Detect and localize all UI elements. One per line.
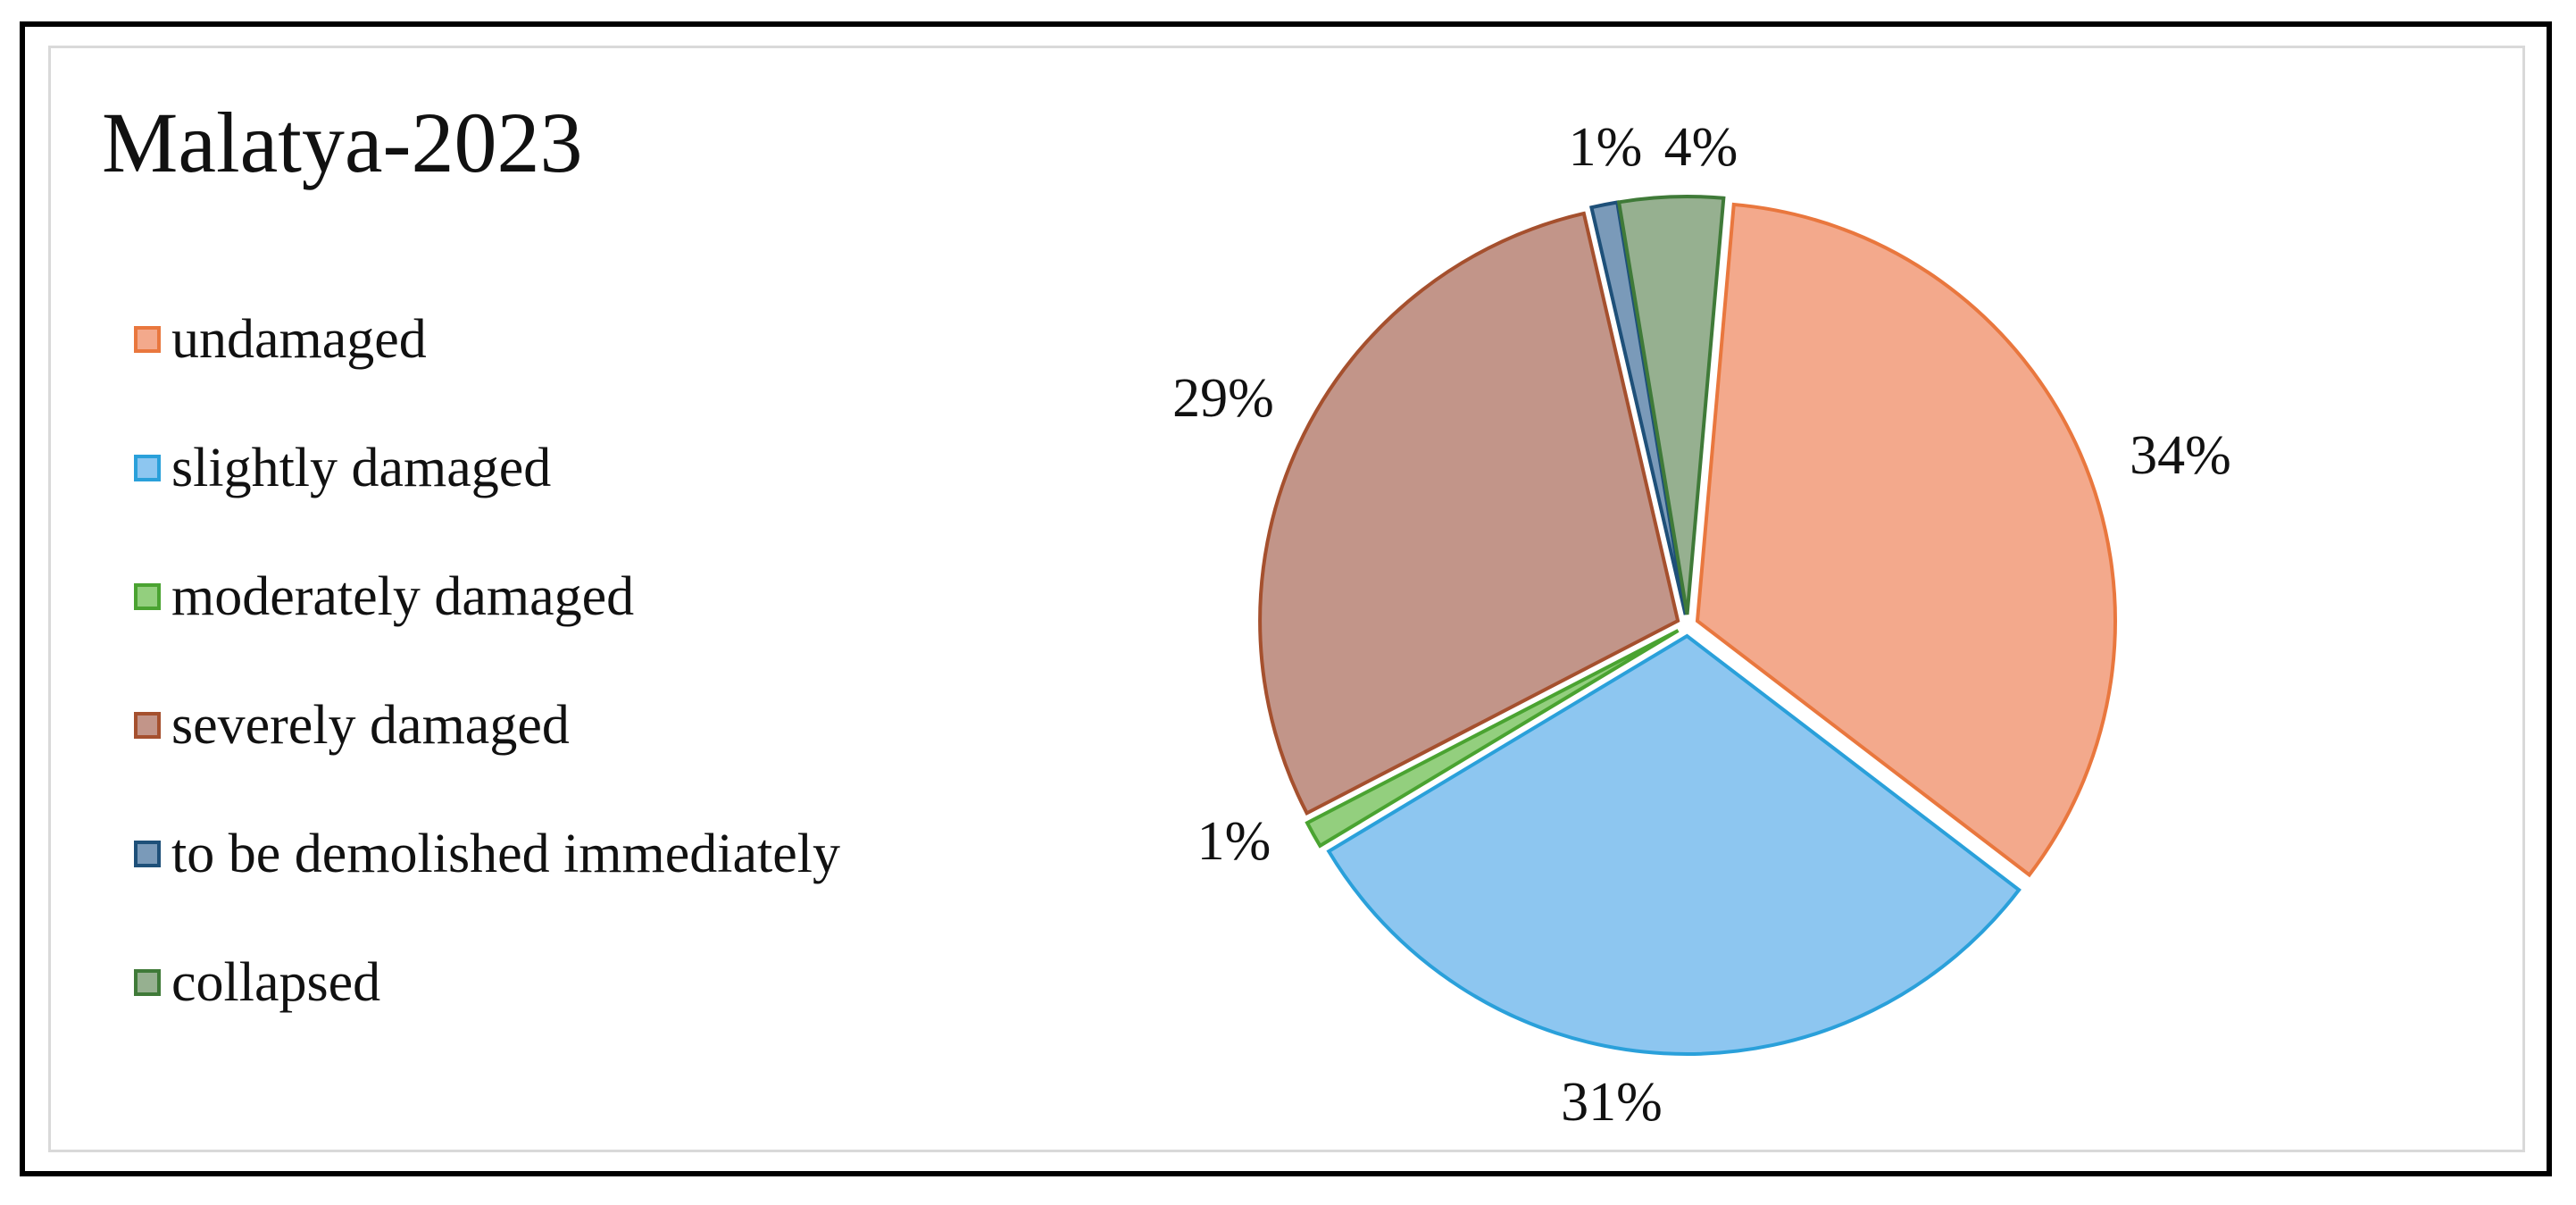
legend-swatch-slightly-damaged	[134, 455, 161, 481]
legend-label-moderately-damaged: moderately damaged	[171, 566, 635, 627]
pie-slice-moderately-damaged	[1305, 629, 1680, 849]
legend-item-collapsed: collapsed	[134, 947, 380, 1018]
legend-item-severely-damaged: severely damaged	[134, 690, 570, 761]
pie-data-labels: 34% 31% 1% 29% 1% 4%	[1172, 117, 2231, 1133]
legend-item-undamaged: undamaged	[134, 304, 427, 375]
legend-swatch-undamaged	[134, 326, 161, 353]
chart-title: Malatya-2023	[102, 95, 583, 190]
legend-label-severely-damaged: severely damaged	[171, 695, 570, 756]
data-label-moderately-damaged: 1%	[1197, 811, 1271, 872]
legend-swatch-to-be-demolished	[134, 841, 161, 867]
legend-swatch-severely-damaged	[134, 712, 161, 739]
pie-slice-undamaged	[1695, 202, 2117, 878]
data-label-slightly-damaged: 31%	[1561, 1072, 1663, 1133]
data-label-undamaged: 34%	[2130, 425, 2231, 486]
pie-slice-severely-damaged	[1258, 211, 1680, 816]
legend-swatch-moderately-damaged	[134, 583, 161, 610]
data-label-severely-damaged: 29%	[1172, 368, 1274, 429]
legend-item-moderately-damaged: moderately damaged	[134, 561, 634, 632]
chart-area-frame	[48, 46, 2525, 1152]
legend-item-slightly-damaged: slightly damaged	[134, 432, 551, 504]
pie-slice-slightly-damaged	[1326, 633, 2022, 1056]
data-label-to-be-demolished-immediately: 1%	[1569, 117, 1643, 178]
legend-swatch-collapsed	[134, 969, 161, 996]
pie-slice-collapsed	[1616, 195, 1726, 615]
legend-label-collapsed: collapsed	[171, 952, 381, 1013]
legend-item-to-be-demolished: to be demolished immediately	[134, 818, 840, 890]
legend-label-undamaged: undamaged	[171, 309, 427, 370]
legend-label-slightly-damaged: slightly damaged	[171, 438, 552, 498]
pie-slices	[1258, 195, 2117, 1056]
data-label-collapsed: 4%	[1664, 117, 1738, 178]
legend-label-to-be-demolished: to be demolished immediately	[171, 824, 840, 884]
